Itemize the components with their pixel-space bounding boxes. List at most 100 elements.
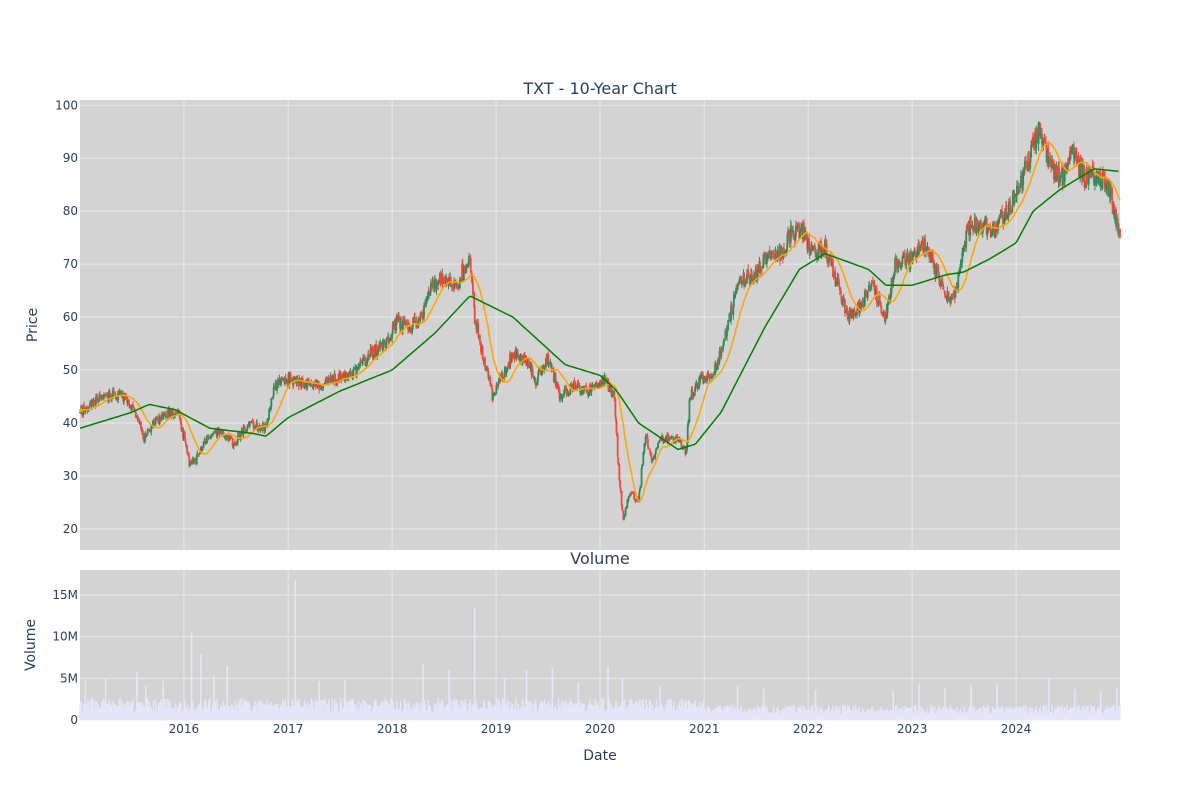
- price-y-tick-90: 90: [63, 151, 78, 165]
- candle-body: [113, 392, 115, 393]
- candle-body: [573, 381, 575, 384]
- candle-body: [1052, 161, 1054, 164]
- candle-body: [868, 286, 870, 287]
- candle-body: [506, 370, 508, 373]
- price-y-tick-100: 100: [55, 98, 78, 112]
- candle-body: [867, 292, 869, 298]
- candle-body: [747, 269, 749, 275]
- volume-spike-bar-12: [422, 664, 424, 720]
- candle-body: [163, 413, 165, 417]
- volume-y-tick-2: 10M: [52, 630, 78, 644]
- candle-body: [157, 417, 159, 421]
- candle-body: [1026, 162, 1028, 167]
- candle-body: [919, 251, 921, 252]
- candle-body: [398, 316, 400, 318]
- candle-body: [255, 427, 257, 428]
- candle-body: [532, 370, 534, 377]
- candle-body: [641, 465, 643, 468]
- candle-body: [479, 335, 481, 341]
- candle-body: [165, 413, 167, 416]
- volume-spike-bar-4: [162, 681, 164, 720]
- candle-body: [657, 443, 659, 448]
- candle-body: [473, 293, 475, 307]
- candle-body: [442, 275, 444, 283]
- volume-spike-bar-15: [504, 678, 506, 720]
- price-y-tick-30: 30: [63, 469, 78, 483]
- x-tick-2022: 2022: [793, 722, 824, 736]
- candle-body: [872, 282, 874, 283]
- candle-body: [644, 443, 646, 452]
- candle-body: [693, 393, 695, 394]
- volume-spike-bar-27: [944, 688, 946, 720]
- candle-body: [723, 341, 725, 343]
- x-tick-2016: 2016: [169, 722, 200, 736]
- candle-body: [1064, 172, 1066, 181]
- candle-body: [352, 369, 354, 377]
- candle-body: [621, 505, 623, 510]
- candle-body: [213, 432, 215, 434]
- candle-body: [937, 267, 939, 272]
- candle-body: [536, 382, 538, 385]
- candle-body: [402, 320, 404, 330]
- candle-body: [418, 320, 420, 321]
- candle-body: [1090, 176, 1092, 178]
- candle-body: [560, 394, 562, 395]
- candle-body: [131, 406, 133, 410]
- candle-body: [775, 251, 777, 255]
- volume-spike-bar-30: [1048, 678, 1050, 720]
- candle-body: [456, 283, 458, 287]
- volume-spike-bar-19: [607, 667, 609, 720]
- candle-body: [732, 307, 734, 315]
- x-tick-2021: 2021: [689, 722, 720, 736]
- candle-body: [733, 294, 735, 307]
- candle-body: [609, 390, 611, 392]
- candle-body: [1028, 151, 1030, 164]
- candle-body: [640, 486, 642, 489]
- candle-body: [391, 335, 393, 339]
- candle-body: [237, 436, 239, 443]
- candle-body: [1106, 182, 1108, 183]
- candle-body: [841, 296, 843, 303]
- candle-body: [856, 312, 858, 315]
- candle-body: [1022, 170, 1024, 185]
- candle-body: [614, 399, 616, 417]
- candle-body: [711, 376, 713, 378]
- candle-body: [1056, 166, 1058, 173]
- volume-spike-bar-29: [996, 683, 998, 720]
- candle-body: [472, 284, 474, 295]
- candle-body: [617, 457, 619, 464]
- candle-body: [362, 358, 364, 361]
- candle-body: [960, 264, 962, 265]
- volume-spike-bar-20: [622, 678, 624, 720]
- candle-body: [216, 432, 218, 437]
- volume-chart-title: Volume: [570, 549, 630, 568]
- candle-body: [767, 255, 769, 259]
- candle-body: [1088, 172, 1090, 185]
- candle-body: [759, 262, 761, 273]
- price-y-tick-50: 50: [63, 363, 78, 377]
- candle-body: [1044, 139, 1046, 142]
- candle-body: [333, 377, 335, 383]
- candle-body: [865, 290, 867, 291]
- candle-body: [761, 269, 763, 270]
- candle-body: [244, 429, 246, 430]
- candle-body: [285, 377, 287, 382]
- volume-spike-bar-18: [578, 683, 580, 721]
- candle-body: [386, 338, 388, 340]
- volume-spike-bar-26: [918, 683, 920, 720]
- volume-spike-bar-10: [318, 681, 320, 720]
- candle-body: [358, 367, 360, 368]
- candle-body: [537, 377, 539, 382]
- candle-body: [990, 235, 992, 237]
- candle-body: [617, 434, 619, 457]
- candle-body: [492, 393, 494, 400]
- candle-body: [482, 347, 484, 359]
- candle-body: [187, 452, 189, 453]
- candle-body: [356, 368, 358, 369]
- candle-body: [654, 454, 656, 459]
- candle-body: [915, 252, 917, 258]
- candle-body: [155, 418, 157, 423]
- candle-body: [1000, 212, 1002, 217]
- volume-spike-bar-22: [737, 687, 739, 720]
- candle-body: [511, 352, 513, 356]
